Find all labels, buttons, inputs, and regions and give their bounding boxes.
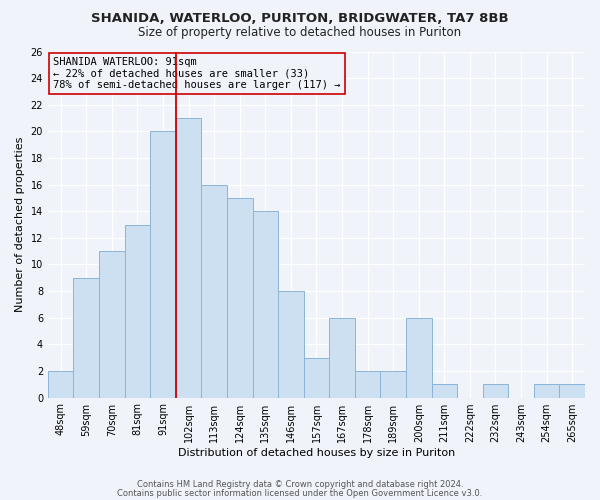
Text: Contains HM Land Registry data © Crown copyright and database right 2024.: Contains HM Land Registry data © Crown c… — [137, 480, 463, 489]
Bar — [150, 132, 176, 398]
Bar — [176, 118, 202, 398]
Bar — [431, 384, 457, 398]
Text: Contains public sector information licensed under the Open Government Licence v3: Contains public sector information licen… — [118, 488, 482, 498]
Bar — [304, 358, 329, 398]
Bar — [278, 291, 304, 398]
Bar — [99, 251, 125, 398]
Y-axis label: Number of detached properties: Number of detached properties — [15, 137, 25, 312]
X-axis label: Distribution of detached houses by size in Puriton: Distribution of detached houses by size … — [178, 448, 455, 458]
Bar — [355, 371, 380, 398]
Bar — [227, 198, 253, 398]
Bar — [534, 384, 559, 398]
Text: SHANIDA, WATERLOO, PURITON, BRIDGWATER, TA7 8BB: SHANIDA, WATERLOO, PURITON, BRIDGWATER, … — [91, 12, 509, 26]
Bar — [253, 211, 278, 398]
Text: Size of property relative to detached houses in Puriton: Size of property relative to detached ho… — [139, 26, 461, 39]
Bar — [482, 384, 508, 398]
Bar — [406, 318, 431, 398]
Bar — [380, 371, 406, 398]
Bar — [125, 224, 150, 398]
Bar — [73, 278, 99, 398]
Bar — [559, 384, 585, 398]
Bar — [202, 184, 227, 398]
Text: SHANIDA WATERLOO: 91sqm
← 22% of detached houses are smaller (33)
78% of semi-de: SHANIDA WATERLOO: 91sqm ← 22% of detache… — [53, 56, 341, 90]
Bar — [48, 371, 73, 398]
Bar — [329, 318, 355, 398]
